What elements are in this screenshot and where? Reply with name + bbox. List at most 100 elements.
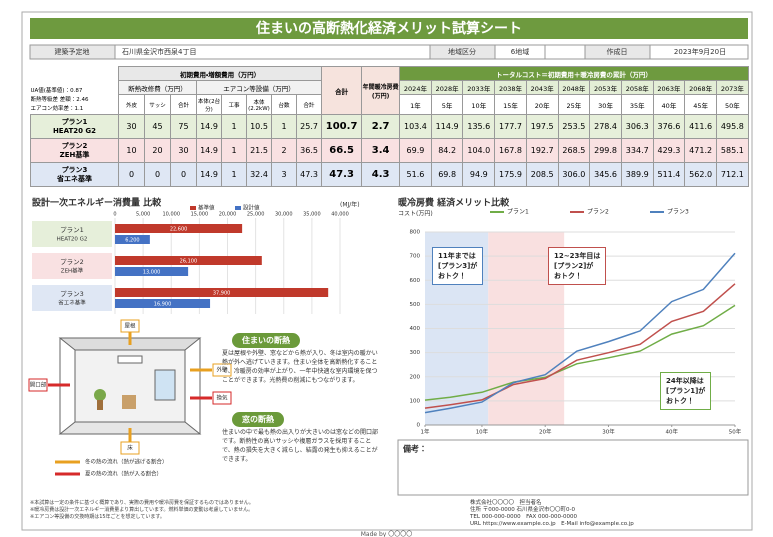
category-band [32,285,112,311]
region-label: 地域区分 [448,47,476,56]
y-tick-label: 700 [410,254,421,260]
total: 66.5 [322,139,362,163]
year: 2068年 [685,81,717,95]
company-line: TEL 000-000-0000 FAX 000-000-0000 [470,514,750,521]
elapsed: 1年 [400,95,432,115]
window-heading: 窓の断熱 [232,412,284,427]
column-head: 工事 [222,95,247,115]
y-axis-label: コスト(万円) [398,211,433,218]
cumulative: 376.6 [653,115,685,139]
cell: 1 [222,115,247,139]
category-band [32,221,112,247]
pot [97,400,103,410]
x-tick-label: 50年 [729,428,742,436]
company-line: URL https://www.example.co.jp E-Mail inf… [470,521,750,528]
cumulative: 562.0 [685,163,717,187]
year: 2043年 [526,81,558,95]
condition: 断熱等級差 差額：2.46 [31,96,119,105]
cumulative: 84.2 [431,139,463,163]
annual-head: 年間暖冷房費(万円) [362,67,400,115]
year: 2053年 [590,81,622,95]
cumulative: 712.1 [716,163,748,187]
year: 2073年 [716,81,748,95]
x-tick-label: 30年 [602,428,615,436]
y-tick-label: 400 [410,326,421,332]
made-by: Made by 〇〇〇〇 [0,529,773,537]
remarks-box [398,440,748,495]
x-tick-label: 1年 [421,428,430,436]
sheet: 住まいの高断熱化経済メリット試算シート 建築予定地 石川県金沢市西泉4丁目 地域… [0,0,773,537]
elapsed: 30年 [590,95,622,115]
cell: 47.3 [297,163,322,187]
cell: 0 [119,163,145,187]
x-tick-label: 40,000 [331,212,349,218]
cumulative: 69.9 [400,139,432,163]
company-line: 住所 〒000-0000 石川県金沢市〇〇町0-0 [470,507,750,514]
legend-label: プラン2 [587,209,609,216]
cell: 32.4 [247,163,272,187]
elapsed: 10年 [463,95,495,115]
y-tick-label: 300 [410,350,421,356]
annual: 2.7 [362,115,400,139]
cumulative: 306.0 [558,163,590,187]
value-label: 16,900 [154,302,172,308]
cumulative: 253.5 [558,115,590,139]
cumulative: 51.6 [400,163,432,187]
cell: 10.5 [247,115,272,139]
annual: 4.3 [362,163,400,187]
cell: 2 [272,139,297,163]
cumulative: 495.8 [716,115,748,139]
cumulative: 69.8 [431,163,463,187]
elapsed: 40年 [653,95,685,115]
cumulative: 585.1 [716,139,748,163]
bar-unit: (MJ/年) [340,201,360,209]
y-tick-label: 100 [410,398,421,404]
cumulative: 177.7 [495,115,527,139]
annotation: 12~23年目は [プラン2]が おトク！ [548,247,606,285]
x-tick-label: 35,000 [303,212,321,218]
legend-label: 設計値 [243,204,260,212]
cell: 1 [222,139,247,163]
footnote: ※暖冷房費は設計一次エネルギー消費量より算出しています。燃料単価の変動は考慮して… [30,507,430,514]
x-tick-label: 10,000 [163,212,181,218]
cumulative: 114.9 [431,115,463,139]
cell: 25.7 [297,115,322,139]
y-tick-label: 800 [410,230,421,236]
y-tick-label: 600 [410,278,421,284]
cell: 30 [171,139,197,163]
condition: UA値(基準値)：0.87 [31,87,119,96]
aircon [118,356,142,363]
cell: 3 [272,163,297,187]
line-title: 暖冷房費 経済メリット比較 [398,197,510,209]
elapsed: 25年 [558,95,590,115]
footnote: ※本試算は一定の条件に基づく概算であり、実際の費用や暖冷房費を保証するものではあ… [30,500,430,507]
legend-label: プラン3 [667,209,689,216]
column-head: 本体(2台分) [197,95,222,115]
cell: 1 [222,163,247,187]
y-tick-label: 200 [410,374,421,380]
cumulative: 192.7 [526,139,558,163]
column-head: サッシ [145,95,171,115]
cumulative: 429.3 [653,139,685,163]
plan-sub: HEAT20 G2 [31,127,118,136]
cell: 0 [171,163,197,187]
category-label: プラン2 [60,258,84,266]
annual: 3.4 [362,139,400,163]
group-initial: 初期費用・増額費用（万円） [119,67,322,81]
body: 住まいの高断熱化経済メリット試算シート 建築予定地 石川県金沢市西泉4丁目 地域… [0,0,773,537]
condition: エアコン効率差：1.1 [31,105,119,114]
plan: プラン1 [31,118,118,127]
insulation-text: 夏は屋根や外壁、窓などから熱が入り、冬は室内の暖かい熱が外へ逃げていきます。住ま… [222,349,382,385]
bar-title: 設計一次エネルギー消費量 比較 [32,197,162,209]
cell: 21.5 [247,139,272,163]
plan: プラン3 [31,166,118,175]
group-equipment: エアコン等設備（万円） [197,81,322,95]
insulation-heading: 住まいの断熱 [232,333,300,348]
x-tick-label: 5,000 [136,212,150,218]
legend-swatch [190,206,196,210]
cumulative: 511.4 [653,163,685,187]
category-sublabel: 省エネ基準 [58,299,86,307]
